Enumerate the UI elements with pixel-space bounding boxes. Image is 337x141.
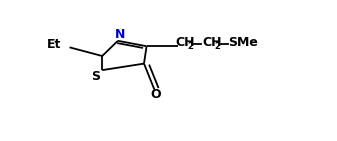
Text: 2: 2 bbox=[215, 42, 220, 51]
Text: SMe: SMe bbox=[228, 37, 258, 49]
Text: CH: CH bbox=[175, 37, 195, 49]
Text: S: S bbox=[91, 70, 100, 83]
Text: N: N bbox=[115, 28, 125, 41]
Text: Et: Et bbox=[47, 38, 62, 51]
Text: O: O bbox=[150, 88, 161, 101]
Text: CH: CH bbox=[202, 37, 221, 49]
Text: 2: 2 bbox=[188, 42, 194, 51]
